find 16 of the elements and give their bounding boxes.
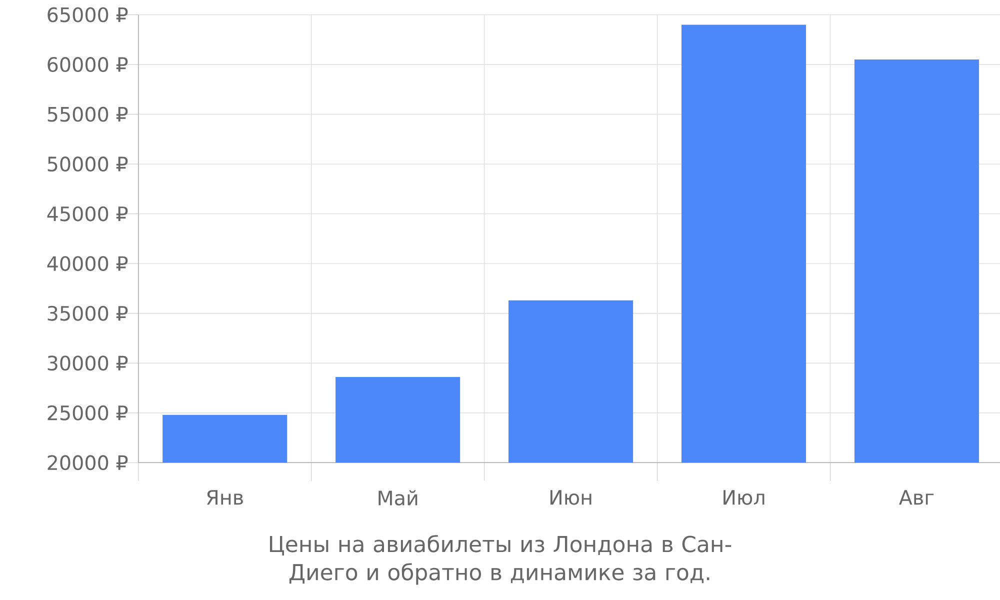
- y-tick-label: 55000 ₽: [48, 106, 128, 122]
- x-tick-label: Авг: [899, 490, 934, 505]
- text: Цены на авиабилеты из Лондона в Сан-Диего и обратно в динамике за год.: [270, 534, 732, 585]
- y-tick-label: 20000 ₽: [48, 455, 128, 470]
- x-tick-label: Май: [378, 490, 418, 506]
- y-tick-label: 25000 ₽: [48, 405, 128, 420]
- y-tick-label: 60000 ₽: [48, 57, 128, 72]
- x-tick-label: Янв: [206, 490, 243, 505]
- y-tick-label: 50000 ₽: [48, 156, 128, 172]
- y-tick-label: 65000 ₽: [48, 7, 128, 22]
- y-tick-label: 30000 ₽: [48, 356, 128, 371]
- y-tick-label: 35000 ₽: [48, 306, 128, 321]
- x-tick-label: Июн: [550, 490, 592, 505]
- y-tick-label: 45000 ₽: [47, 206, 128, 222]
- y-tick-label: 40000 ₽: [47, 256, 128, 272]
- x-tick-label: Июл: [724, 490, 764, 505]
